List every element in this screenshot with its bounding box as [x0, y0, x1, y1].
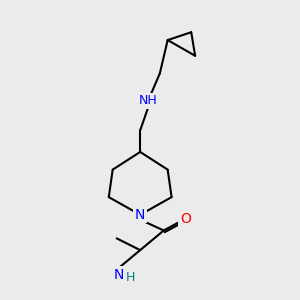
Text: N: N [113, 268, 124, 282]
Text: N: N [135, 208, 146, 222]
Text: H: H [126, 271, 135, 284]
Text: O: O [180, 212, 191, 226]
Text: NH: NH [139, 94, 158, 107]
